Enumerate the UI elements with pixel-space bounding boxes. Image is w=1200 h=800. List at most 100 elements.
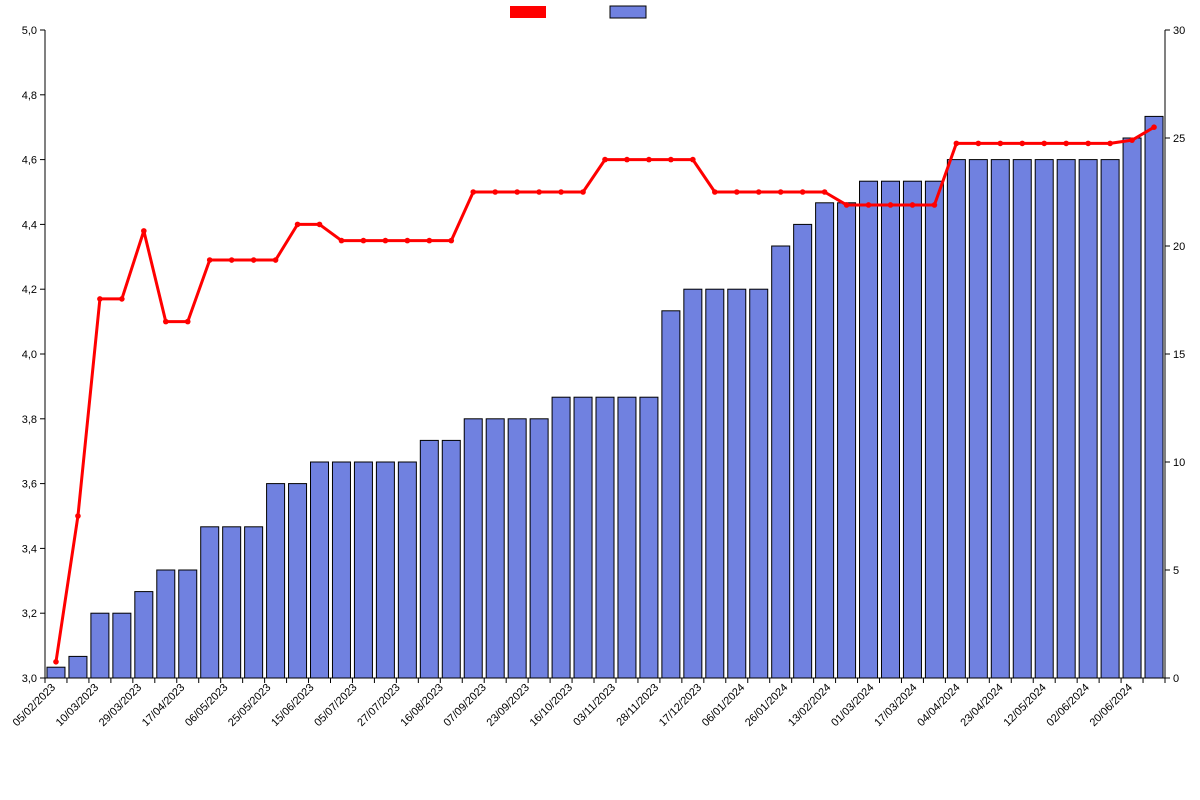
ytick-label-left: 3,0 [22,673,37,685]
bar [223,527,241,678]
bar [442,440,460,678]
line-marker [734,189,740,195]
ytick-label-right: 5 [1173,565,1179,577]
line-marker [756,189,762,195]
line-marker [910,202,916,208]
ytick-label-left: 3,8 [22,414,37,426]
line-marker [646,157,652,163]
line-marker [207,257,213,263]
bar [486,419,504,678]
bar [772,246,790,678]
bar [947,160,965,678]
line-marker [668,157,674,163]
line-marker [580,189,586,195]
bar [354,462,372,678]
line-marker [602,157,608,163]
ytick-label-left: 4,2 [22,284,37,296]
bar [991,160,1009,678]
bar [794,224,812,678]
chart-svg: 3,03,23,43,63,84,04,24,44,64,85,00510152… [0,0,1200,800]
line-marker [251,257,257,263]
ytick-label-left: 3,2 [22,608,37,620]
bar [1057,160,1075,678]
line-marker [470,189,476,195]
line-marker [1019,141,1025,147]
bar [596,397,614,678]
line-marker [229,257,235,263]
line-marker [866,202,872,208]
line-marker [448,238,454,244]
line-marker [800,189,806,195]
bar [860,181,878,678]
bar [750,289,768,678]
line-marker [53,659,59,665]
line-marker [97,296,103,302]
bar [332,462,350,678]
ytick-label-right: 20 [1173,241,1185,253]
bar [574,397,592,678]
line-marker [997,141,1003,147]
bar [113,613,131,678]
line-marker [317,222,323,228]
line-marker [1085,141,1091,147]
line-marker [75,513,81,519]
bar [508,419,526,678]
line-marker [844,202,850,208]
ytick-label-left: 3,6 [22,479,37,491]
bar [1123,138,1141,678]
line-marker [712,189,718,195]
ytick-label-right: 10 [1173,457,1185,469]
bar [289,484,307,678]
bar [816,203,834,678]
bar [903,181,921,678]
line-marker [1107,141,1113,147]
line-marker [888,202,894,208]
line-marker [1151,124,1157,130]
bar [728,289,746,678]
bar [398,462,416,678]
bar [1145,116,1163,678]
line-marker [624,157,630,163]
line-marker [361,238,367,244]
bar [684,289,702,678]
ytick-label-left: 4,6 [22,155,37,167]
bar [552,397,570,678]
line-marker [976,141,982,147]
bar [311,462,329,678]
bar [1035,160,1053,678]
line-marker [383,238,389,244]
bar [201,527,219,678]
bar [530,419,548,678]
bar [464,419,482,678]
bar [157,570,175,678]
ytick-label-left: 4,8 [22,90,37,102]
line-marker [778,189,784,195]
bar [1101,160,1119,678]
ytick-label-right: 15 [1173,349,1185,361]
bar [420,440,438,678]
combo-chart: 3,03,23,43,63,84,04,24,44,64,85,00510152… [0,0,1200,800]
line-marker [185,319,191,325]
bar [925,181,943,678]
bar [245,527,263,678]
line-marker [119,296,125,302]
line-marker [514,189,520,195]
line-marker [427,238,433,244]
ytick-label-right: 25 [1173,133,1185,145]
bar [47,667,65,678]
bar [706,289,724,678]
line-marker [273,257,279,263]
line-marker [558,189,564,195]
line-marker [163,319,169,325]
bar [69,656,87,678]
ytick-label-right: 30 [1173,25,1185,37]
line-marker [339,238,345,244]
ytick-label-left: 3,4 [22,543,37,555]
line-marker [1063,141,1069,147]
bar [969,160,987,678]
legend-line-swatch [510,6,546,18]
line-marker [690,157,696,163]
bar [838,203,856,678]
bar [618,397,636,678]
line-marker [295,222,301,228]
